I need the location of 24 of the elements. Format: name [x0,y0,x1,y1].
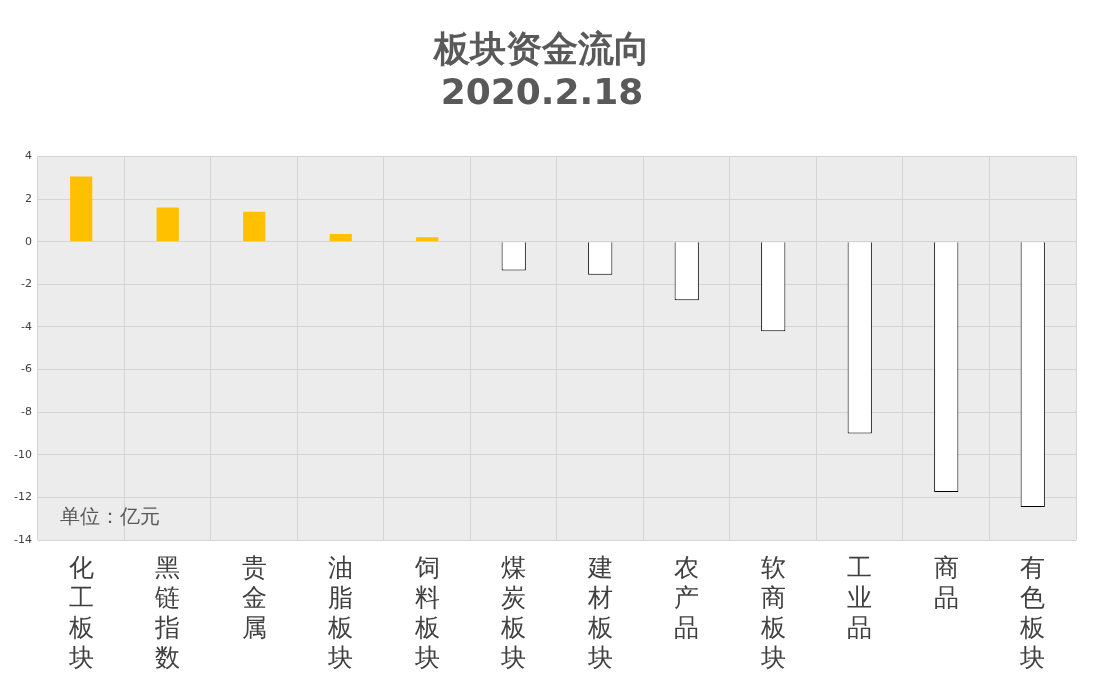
annotation: 单位：亿元 [59,504,160,529]
y-tick-label: -12 [14,490,32,504]
x-tick-label: 饲料板块 [413,552,440,672]
y-tick-label: 0 [24,234,32,248]
y-tick-label: 4 [24,149,32,163]
y-tick-label: -8 [21,404,32,418]
x-tick-label: 油脂板块 [327,552,354,672]
y-tick-label: -4 [21,319,32,333]
x-tick-label: 软商板块 [759,552,786,672]
x-tick-label: 农产品 [674,552,700,642]
y-tick-label: -2 [21,277,32,291]
y-tick-label: 2 [24,191,32,205]
chart-title: 板块资金流向 2020.2.18 [432,27,650,113]
x-tick-label: 商品 [933,552,959,612]
x-tick-label: 贵金属 [241,552,267,642]
x-tick-label: 有色板块 [1019,552,1046,672]
y-tick-label: -6 [21,362,32,376]
x-tick-label: 化工板块 [67,552,94,672]
x-tick-label: 建材板块 [586,552,613,672]
y-tick-label: -14 [14,532,32,546]
x-tick-label: 黑链指数 [154,552,181,672]
x-tick-label: 工业品 [847,552,873,642]
y-tick-label: -10 [14,447,32,461]
x-tick-label: 煤炭板块 [500,552,527,672]
